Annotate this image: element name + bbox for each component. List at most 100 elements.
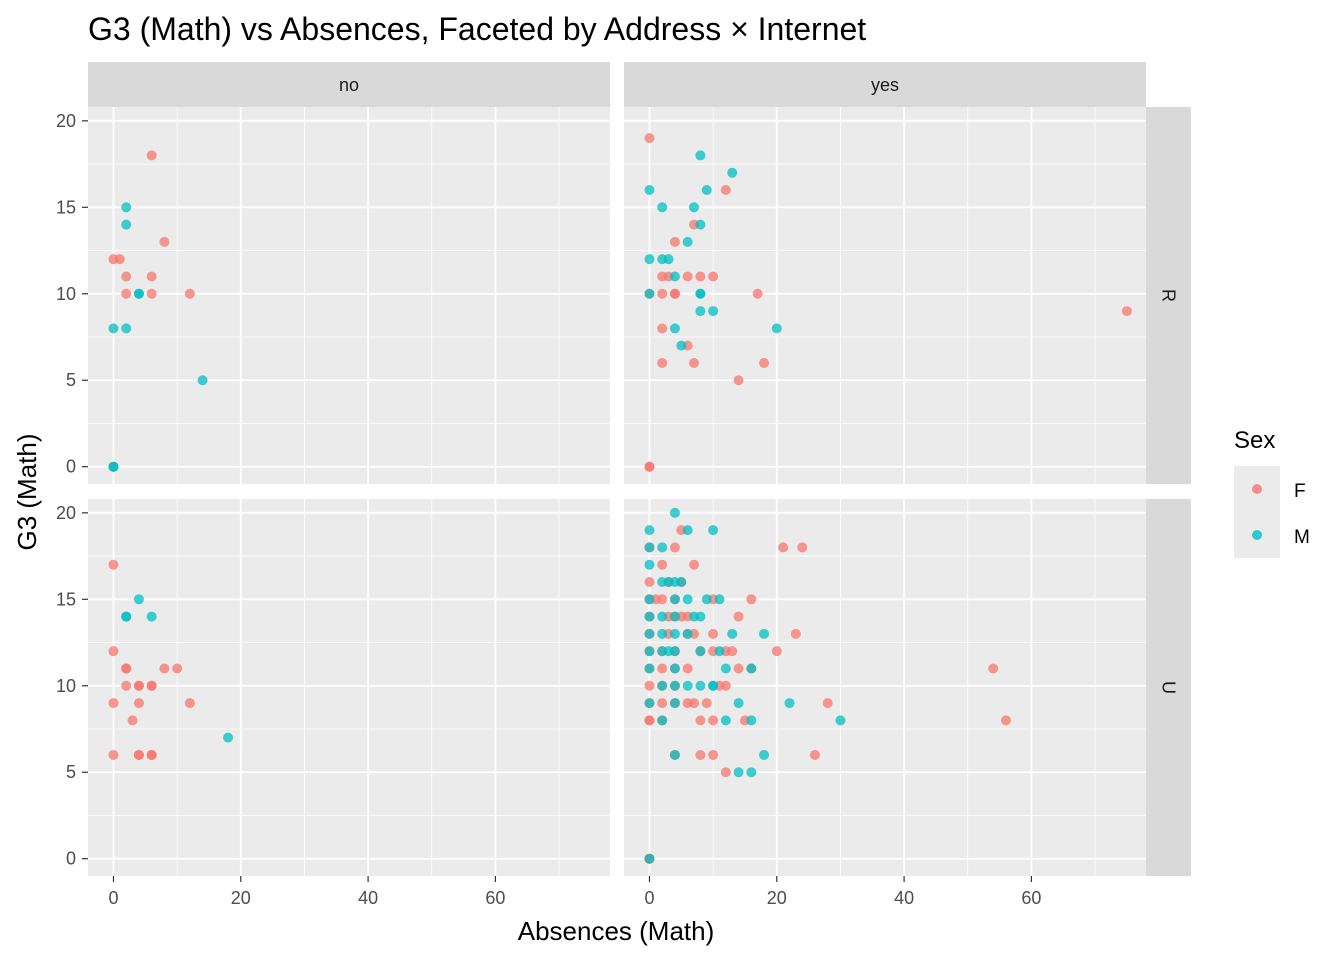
data-point-m (682, 628, 693, 639)
data-point-f (133, 680, 144, 691)
data-point-m (133, 594, 144, 605)
data-point-m (669, 663, 680, 674)
data-point-m (708, 306, 719, 317)
data-point-f (682, 271, 693, 282)
data-point-f (108, 559, 119, 570)
panel-background (88, 499, 610, 876)
data-point-f (184, 698, 195, 709)
data-point-m (746, 663, 757, 674)
strip-label-yes: yes (871, 75, 899, 95)
data-point-m (644, 525, 655, 536)
data-point-m (784, 698, 795, 709)
data-point-f (657, 323, 668, 334)
data-point-m (835, 715, 846, 726)
data-point-m (644, 594, 655, 605)
data-point-f (133, 749, 144, 760)
data-point-m (657, 628, 668, 639)
data-point-m (733, 698, 744, 709)
data-point-f (733, 663, 744, 674)
data-point-m (121, 202, 132, 213)
legend-key-m (1252, 530, 1262, 540)
data-point-f (746, 594, 757, 605)
data-point-m (644, 254, 655, 265)
panel-yes-R (624, 107, 1146, 484)
data-point-m (669, 680, 680, 691)
data-point-f (657, 663, 668, 674)
data-point-f (669, 236, 680, 247)
data-point-m (669, 646, 680, 657)
data-point-f (689, 698, 700, 709)
data-point-m (720, 715, 731, 726)
data-point-m (657, 202, 668, 213)
data-point-f (708, 749, 719, 760)
panel-background (624, 107, 1146, 484)
data-point-m (146, 611, 157, 622)
data-point-m (133, 288, 144, 299)
panel-no-R (88, 107, 610, 484)
data-point-f (682, 663, 693, 674)
data-point-m (223, 732, 234, 743)
data-point-f (752, 288, 763, 299)
y-tick-label: 10 (56, 676, 76, 696)
data-point-f (121, 288, 132, 299)
data-point-m (701, 594, 712, 605)
y-tick-label: 15 (56, 197, 76, 217)
data-point-m (695, 306, 706, 317)
y-tick-label: 20 (56, 503, 76, 523)
data-point-m (644, 663, 655, 674)
data-point-m (759, 628, 770, 639)
data-point-f (121, 271, 132, 282)
data-point-m (701, 185, 712, 196)
y-axis-title: G3 (Math) (12, 433, 42, 550)
data-point-m (727, 167, 738, 178)
data-point-f (708, 715, 719, 726)
data-point-f (172, 663, 183, 674)
data-point-f (790, 628, 801, 639)
data-point-m (682, 594, 693, 605)
x-tick-label: 20 (767, 888, 787, 908)
y-tick-label: 15 (56, 589, 76, 609)
data-point-m (657, 611, 668, 622)
data-point-f (644, 133, 655, 144)
data-point-m (121, 611, 132, 622)
data-point-f (657, 594, 668, 605)
data-point-m (657, 715, 668, 726)
data-point-m (669, 611, 680, 622)
panel-background (88, 107, 610, 484)
data-point-f (822, 698, 833, 709)
x-tick-label: 40 (894, 888, 914, 908)
y-tick-label: 5 (66, 370, 76, 390)
data-point-m (714, 594, 725, 605)
data-point-m (733, 767, 744, 778)
data-point-m (644, 853, 655, 864)
panel-no-U (88, 499, 610, 876)
data-point-m (676, 340, 687, 351)
y-tick-label: 0 (66, 849, 76, 869)
data-point-m (108, 461, 119, 472)
data-point-f (146, 271, 157, 282)
strip-no (88, 62, 610, 107)
data-point-f (644, 680, 655, 691)
facet-panels (88, 107, 1146, 876)
data-point-m (746, 715, 757, 726)
data-point-f (695, 715, 706, 726)
data-point-m (695, 680, 706, 691)
data-point-f (133, 698, 144, 709)
data-point-m (197, 375, 208, 386)
data-point-f (669, 288, 680, 299)
data-point-f (114, 254, 125, 265)
data-point-m (714, 646, 725, 657)
data-point-m (759, 749, 770, 760)
data-point-m (669, 628, 680, 639)
data-point-f (108, 749, 119, 760)
legend-title: Sex (1234, 427, 1275, 454)
data-point-m (676, 577, 687, 588)
panel-yes-U (624, 499, 1146, 876)
data-point-f (797, 542, 808, 553)
data-point-f (108, 646, 119, 657)
data-point-m (669, 323, 680, 334)
data-point-f (1121, 306, 1132, 317)
data-point-f (146, 680, 157, 691)
data-point-f (159, 236, 170, 247)
data-point-m (121, 219, 132, 230)
